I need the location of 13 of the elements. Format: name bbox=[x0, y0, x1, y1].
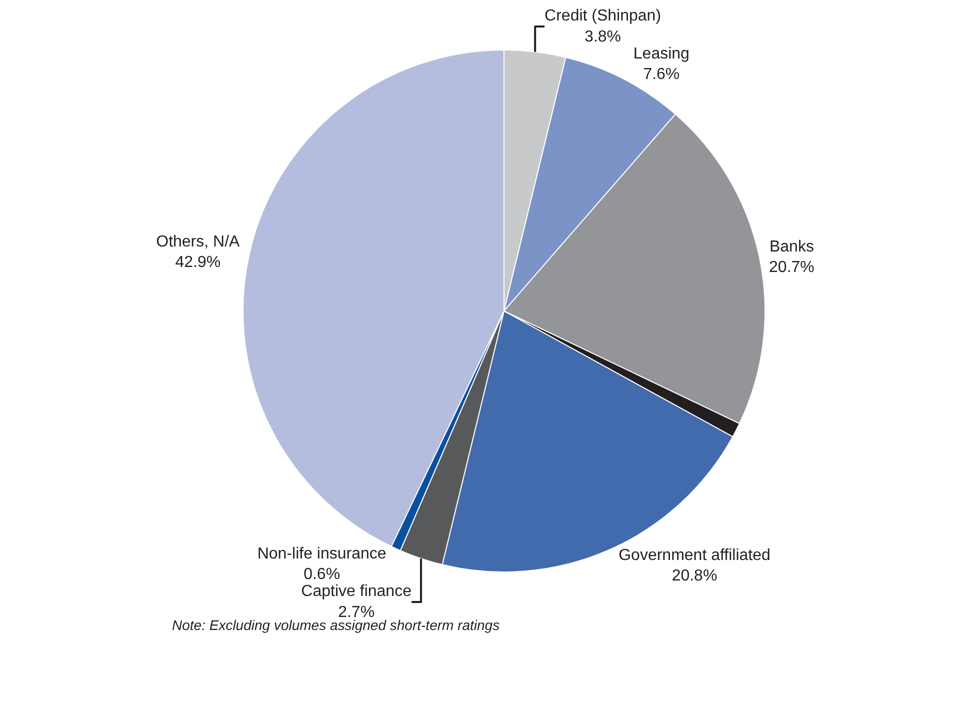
slice-label: Captive finance bbox=[301, 583, 412, 600]
slice-label: Government affiliated bbox=[618, 546, 770, 564]
data-label: 20.7% bbox=[769, 259, 814, 276]
data-label: 7.6% bbox=[643, 66, 680, 84]
slice-label: Leasing bbox=[633, 45, 690, 62]
slice-label: Non-life insurance bbox=[257, 545, 386, 562]
data-label: 42.9% bbox=[175, 254, 221, 272]
slice-label: Credit (Shinpan) bbox=[544, 8, 662, 25]
slice-label: Banks bbox=[769, 238, 814, 256]
data-label: 0.6% bbox=[304, 566, 340, 584]
slice-label: Others, N/A bbox=[156, 233, 240, 250]
data-label: 3.8% bbox=[584, 28, 622, 46]
data-label: 20.8% bbox=[672, 568, 718, 585]
